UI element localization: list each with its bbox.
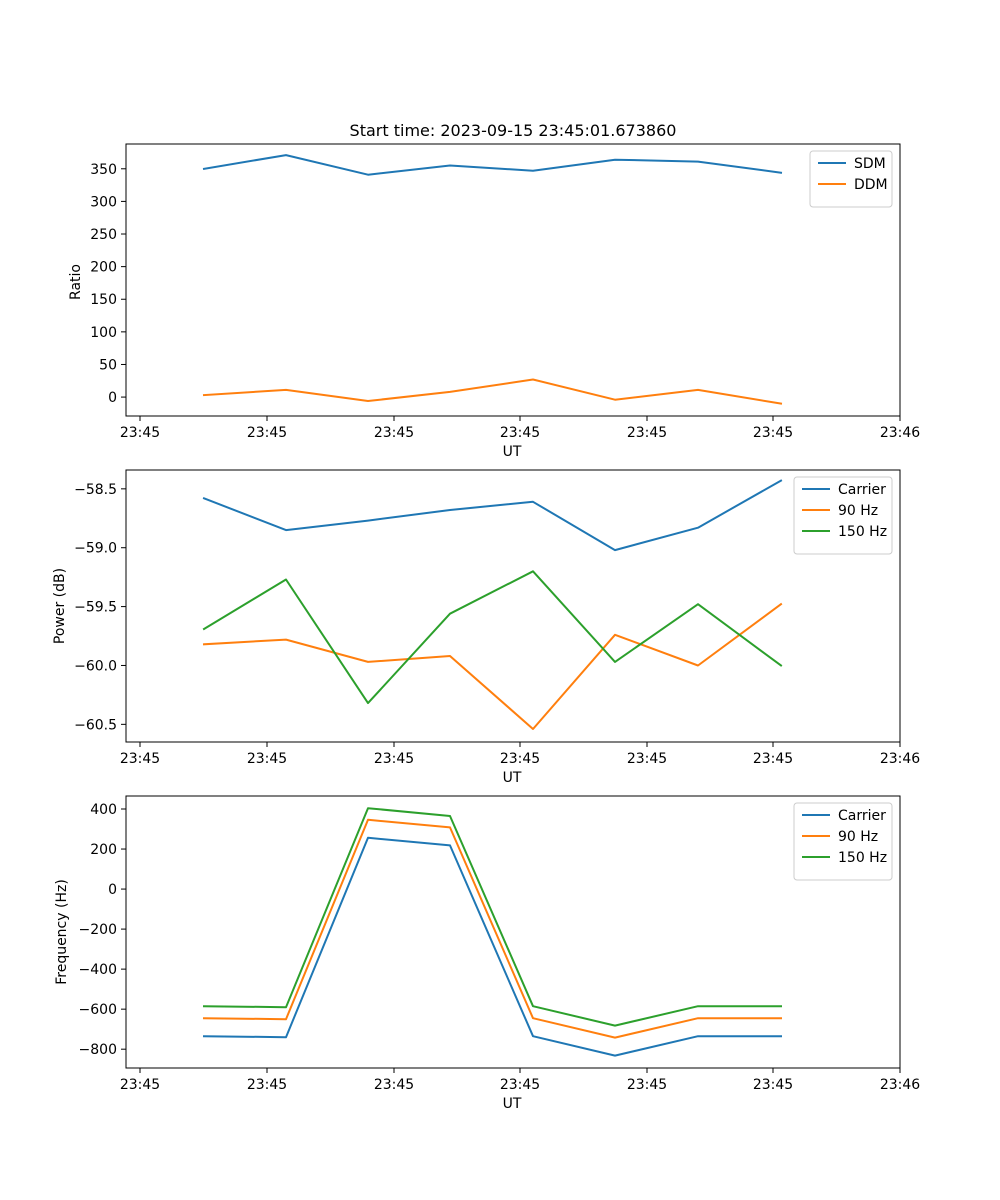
ratio-y-tick-label: 200 [90, 260, 117, 276]
power-y-axis-label: Power (dB) [52, 568, 68, 644]
frequency-legend-label-carrier: Carrier [838, 808, 886, 824]
frequency-panel: 23:45 23:45 23:45 23:45 23:45 23:45 23:46 −800 −… [54, 795, 920, 1112]
frequency-x-tick-label: 23:45 [120, 1077, 160, 1093]
power-legend-label-90-hz: 90 Hz [838, 503, 878, 519]
ratio-y-tick-label: 300 [90, 194, 117, 210]
power-x-tick-label: 23:45 [247, 751, 287, 767]
frequency-y-tick-label: 200 [90, 842, 117, 858]
ratio-y-tick-label: 250 [90, 227, 117, 243]
frequency-x-tick-label: 23:45 [627, 1077, 667, 1093]
power-legend [793, 476, 893, 555]
ratio-x-tick-label: 23:45 [500, 425, 540, 441]
frequency-x-axis-label: UT [503, 1096, 522, 1112]
frequency-series-90-hz-line [202, 818, 782, 1039]
power-y-tick-label: −59.0 [74, 541, 117, 557]
power-x-tick-label: 23:45 [120, 751, 160, 767]
ratio-legend-label-ddm: DDM [854, 177, 888, 193]
frequency-y-tick-label: 400 [90, 802, 117, 818]
power-y-tick-label: −60.0 [74, 658, 117, 674]
ratio-x-tick-label: 23:45 [374, 425, 414, 441]
ratio-series-ddm-line [202, 378, 783, 405]
ratio-x-tick-label: 23:45 [247, 425, 287, 441]
frequency-y-tick-label: 0 [108, 882, 117, 898]
ratio-panel: 23:45 23:45 23:45 23:45 23:45 23:45 23:46 0 50 10… [68, 143, 920, 460]
frequency-y-tick-label: −800 [79, 1042, 117, 1058]
frequency-y-tick-label: −600 [79, 1002, 117, 1018]
frequency-axes-frame [125, 795, 901, 1069]
ratio-axes-frame [125, 143, 901, 417]
power-series-carrier-line [202, 479, 783, 552]
frequency-x-tick-label: 23:45 [374, 1077, 414, 1093]
power-x-tick-label: 23:45 [374, 751, 414, 767]
power-series-90-hz-line [202, 602, 783, 730]
power-series-150-hz-line [202, 570, 783, 705]
frequency-y-tick-label: −200 [79, 922, 117, 938]
power-x-tick-label: 23:45 [753, 751, 793, 767]
ratio-x-tick-label: 23:45 [753, 425, 793, 441]
ratio-legend-label-sdm: SDM [854, 156, 886, 172]
figure-title: Start time: 2023-09-15 23:45:01.673860 [350, 121, 677, 140]
ratio-x-tick-label: 23:46 [880, 425, 920, 441]
power-panel: 23:45 23:45 23:45 23:45 23:45 23:45 23:46 −60.5… [52, 469, 920, 786]
ratio-x-axis-label: UT [503, 444, 522, 460]
ratio-legend [809, 150, 893, 208]
frequency-x-tick-label: 23:45 [753, 1077, 793, 1093]
power-x-tick-label: 23:45 [627, 751, 667, 767]
frequency-x-tick-label: 23:46 [880, 1077, 920, 1093]
ratio-y-axis-label: Ratio [68, 264, 84, 300]
ratio-y-tick-label: 100 [90, 325, 117, 341]
frequency-legend-label-150-hz: 150 Hz [838, 850, 887, 866]
ratio-y-tick-label: 50 [99, 357, 117, 373]
frequency-y-tick-label: −400 [79, 962, 117, 978]
ratio-y-tick-label: 350 [90, 162, 117, 178]
power-legend-label-150-hz: 150 Hz [838, 524, 887, 540]
ratio-series-sdm-line [202, 154, 783, 176]
frequency-y-axis-label: Frequency (Hz) [54, 879, 70, 985]
ratio-x-tick-label: 23:45 [627, 425, 667, 441]
power-x-axis-label: UT [503, 770, 522, 786]
ratio-x-tick-label: 23:45 [120, 425, 160, 441]
frequency-series-150-hz-line [202, 807, 782, 1027]
power-y-tick-label: −59.5 [74, 600, 117, 616]
power-axes-frame [125, 469, 901, 743]
ratio-y-tick-label: 0 [108, 390, 117, 406]
power-legend-label-carrier: Carrier [838, 482, 886, 498]
frequency-legend [793, 802, 893, 881]
power-y-tick-label: −60.5 [74, 717, 117, 733]
power-x-tick-label: 23:46 [880, 751, 920, 767]
frequency-series-carrier-line [202, 836, 782, 1057]
ratio-y-tick-label: 150 [90, 292, 117, 308]
frequency-x-tick-label: 23:45 [247, 1077, 287, 1093]
power-y-tick-label: −58.5 [74, 482, 117, 498]
frequency-x-tick-label: 23:45 [500, 1077, 540, 1093]
power-x-tick-label: 23:45 [500, 751, 540, 767]
frequency-legend-label-90-hz: 90 Hz [838, 829, 878, 845]
